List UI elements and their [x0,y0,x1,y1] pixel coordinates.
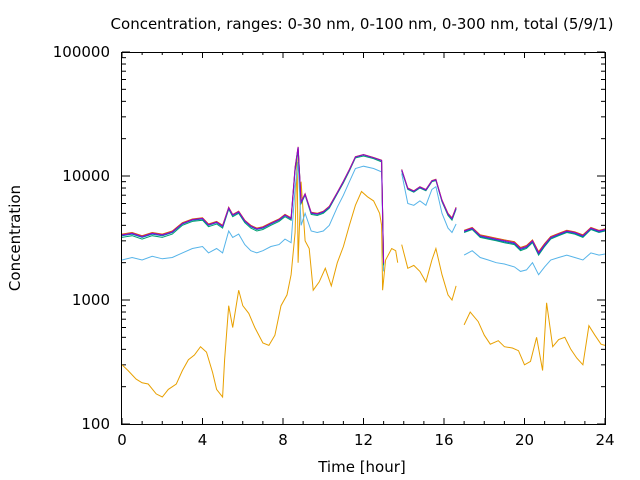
series-line [463,302,606,371]
chart-title: Concentration, ranges: 0-30 nm, 0-100 nm… [111,15,614,33]
series-line [121,161,385,272]
y-tick-label: 100000 [53,43,110,61]
series-group [121,146,606,399]
y-tick-label: 100 [81,415,110,433]
x-tick-label: 12 [354,431,373,449]
x-tick-label: 24 [595,431,614,449]
series-line [463,250,606,276]
axis-ticks: 0 4 8 12 16 20 24 100 1000 10000 100000 [53,43,615,449]
y-axis-label: Concentration [6,185,24,291]
series-line [121,150,385,266]
series-line [401,173,457,234]
series-line [401,244,457,302]
series-line [121,147,385,264]
x-tick-label: 20 [515,431,534,449]
y-tick-label: 1000 [72,291,110,309]
x-axis-label: Time [hour] [317,458,406,476]
x-tick-label: 16 [434,431,453,449]
series-line [121,154,399,399]
x-tick-label: 4 [198,431,208,449]
series-line [463,227,606,254]
x-tick-label: 0 [117,431,127,449]
y-tick-label: 10000 [62,167,110,185]
plot-frame [121,52,606,425]
series-line [401,169,457,220]
x-tick-label: 8 [278,431,288,449]
